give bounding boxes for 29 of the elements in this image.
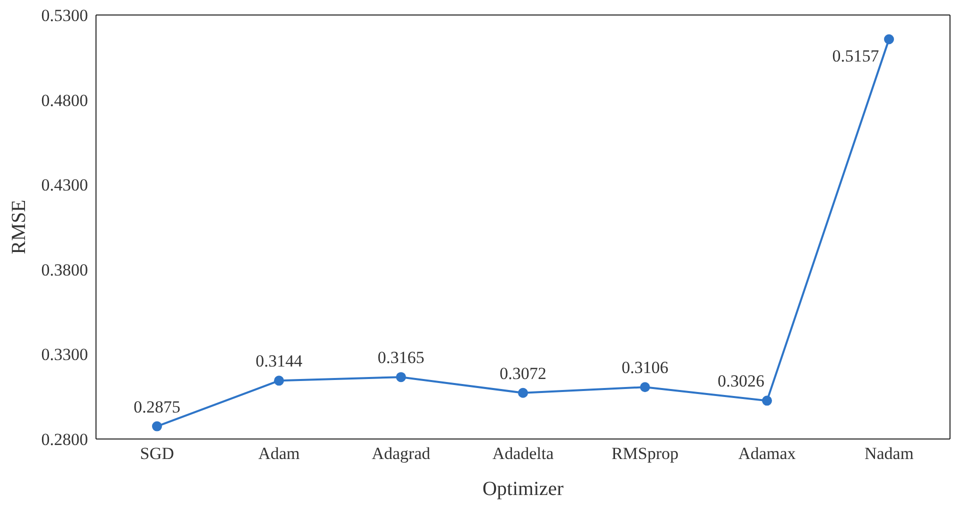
y-tick-label: 0.5300 bbox=[41, 6, 88, 26]
data-label: 0.3106 bbox=[622, 358, 668, 378]
x-tick-label: Adagrad bbox=[372, 444, 431, 464]
y-tick-label: 0.3800 bbox=[41, 260, 88, 280]
data-label: 0.3165 bbox=[378, 348, 424, 368]
data-label: 0.3072 bbox=[500, 364, 546, 383]
data-label: 0.2875 bbox=[134, 397, 180, 416]
point bbox=[518, 388, 528, 398]
point bbox=[762, 396, 772, 406]
x-tick-label: RMSprop bbox=[611, 444, 679, 464]
y-axis-title: RMSE bbox=[8, 200, 30, 254]
y-tick-label: 0.4800 bbox=[41, 90, 88, 110]
y-tick-label: 0.3300 bbox=[41, 345, 88, 364]
data-label: 0.3026 bbox=[718, 372, 764, 391]
data-label: 0.5157 bbox=[832, 46, 880, 66]
point bbox=[274, 376, 284, 386]
data-label: 0.3144 bbox=[256, 352, 303, 371]
x-tick-label: Nadam bbox=[864, 444, 914, 464]
y-tick-label: 0.2800 bbox=[41, 430, 88, 450]
x-tick-label: SGD bbox=[140, 444, 174, 464]
x-axis-title: Optimizer bbox=[482, 478, 564, 500]
point bbox=[152, 421, 162, 432]
point bbox=[640, 382, 650, 392]
x-tick-label: Adadelta bbox=[492, 444, 554, 464]
y-tick-label: 0.4300 bbox=[41, 176, 88, 195]
x-tick-label: Adamax bbox=[738, 444, 796, 464]
point bbox=[884, 34, 894, 44]
x-tick-label: Adam bbox=[258, 444, 300, 464]
point bbox=[396, 372, 406, 382]
